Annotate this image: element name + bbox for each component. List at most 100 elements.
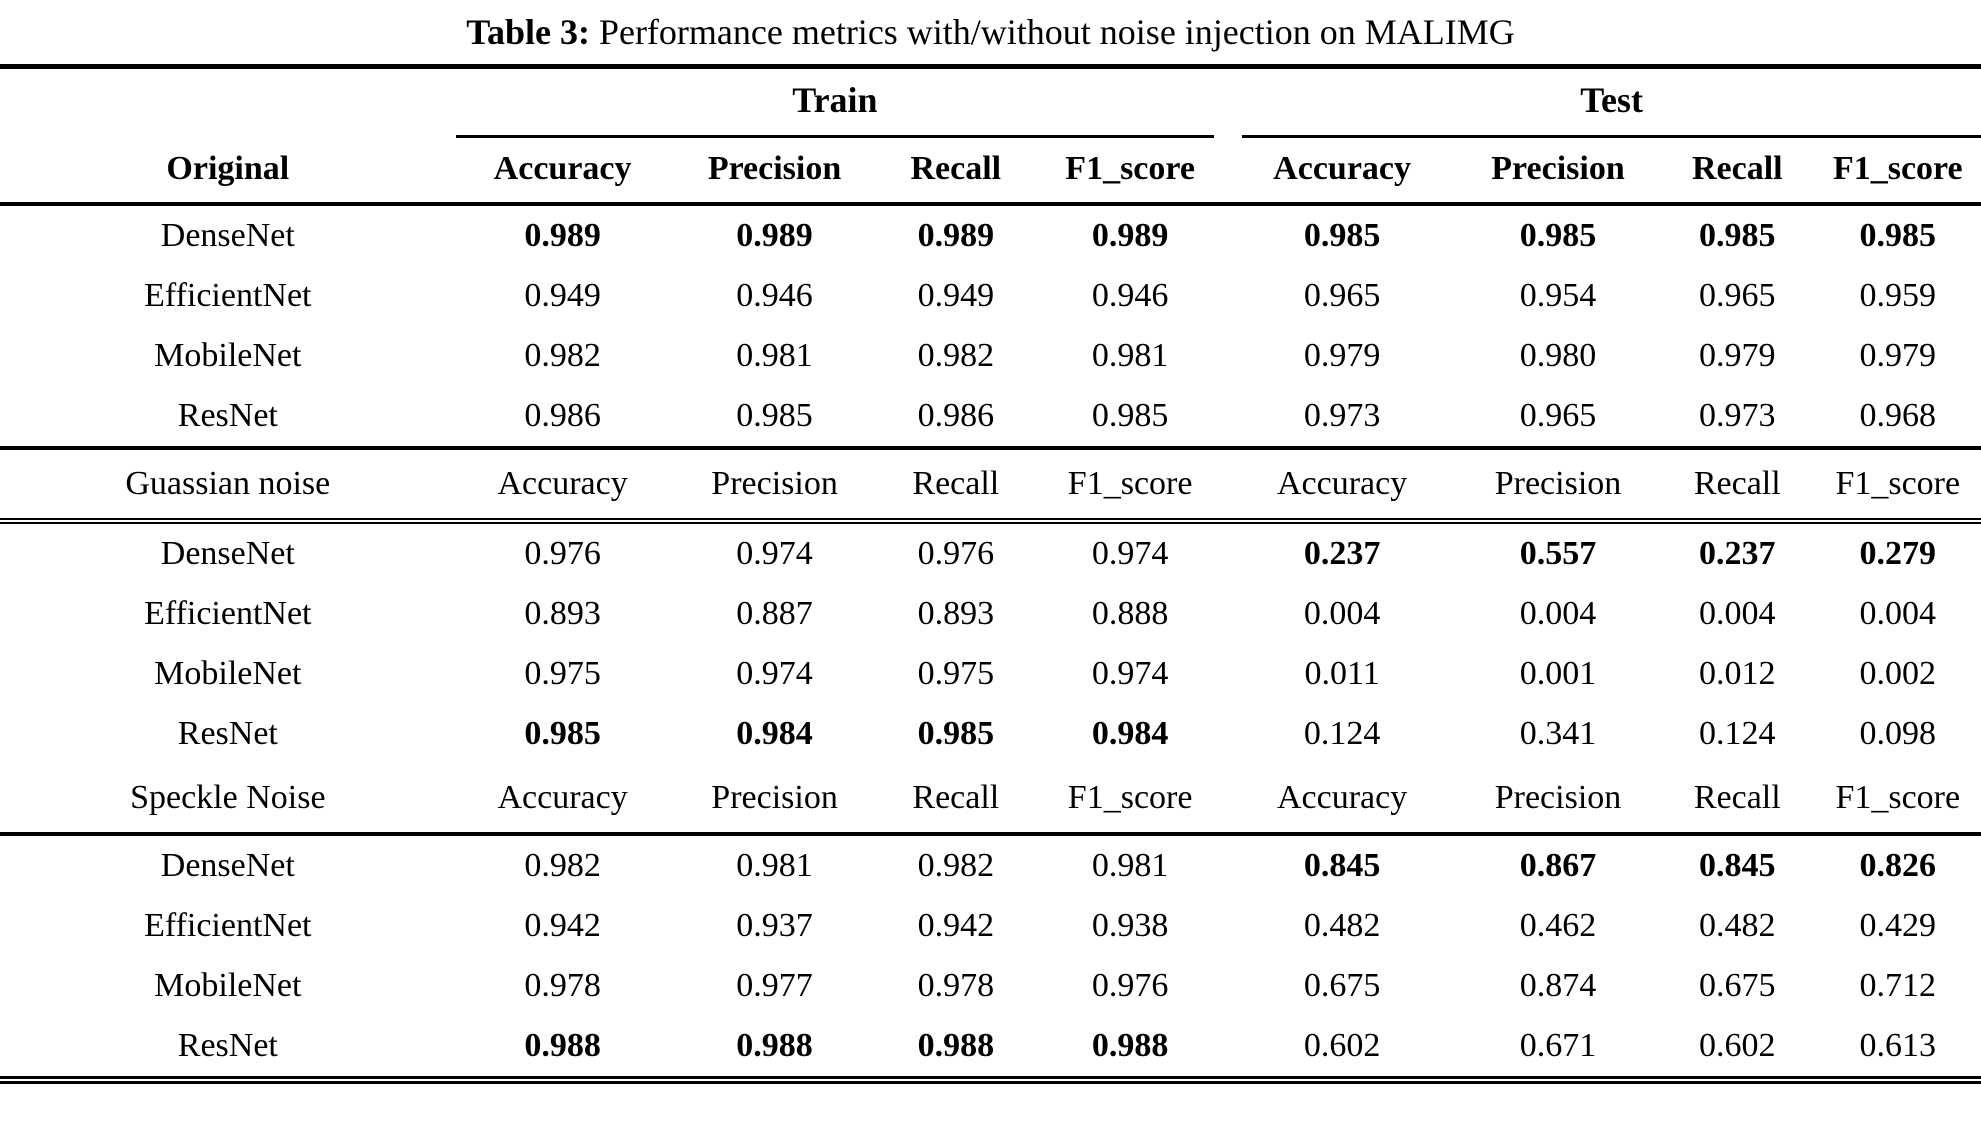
- section-metric-header-cell: Recall: [1660, 764, 1815, 836]
- section-0: DenseNet 0.989 0.989 0.989 0.989 0.985 0.985 0.…: [0, 204, 1981, 448]
- metric-value-cell: 0.985: [1519, 217, 1597, 254]
- metric-value-cell: 0.004: [1519, 595, 1597, 632]
- metric-value-cell: 0.980: [1519, 337, 1597, 374]
- metric-value-cell: 0.978: [524, 967, 601, 1004]
- caption-text: Performance metrics with/without noise i…: [589, 12, 1515, 52]
- metric-value-cell: 0.976: [524, 535, 601, 572]
- section-label-cell: Guassian noise: [0, 446, 456, 524]
- metric-value-cell: 0.985: [1859, 217, 1937, 254]
- section-metric-header-cell: Accuracy: [1228, 446, 1456, 524]
- metric-value-cell: 0.989: [1091, 217, 1169, 254]
- metric-value-cell: 0.988: [917, 1027, 995, 1064]
- metric-value-cell: 0.675: [1699, 967, 1776, 1004]
- section-metric-header-cell: Recall: [1660, 446, 1815, 524]
- metric-value-cell: 0.867: [1519, 847, 1597, 884]
- metric-value-cell: 0.826: [1859, 847, 1937, 884]
- corner-cell: [0, 67, 456, 139]
- metric-value-cell: 0.845: [1303, 847, 1381, 884]
- metric-value-cell: 0.965: [1303, 277, 1381, 314]
- metric-value-cell: 0.949: [524, 277, 601, 314]
- metric-value-cell: 0.988: [1091, 1027, 1169, 1064]
- metric-value-cell: 0.974: [736, 655, 813, 692]
- metric-value-cell: 0.124: [1699, 715, 1776, 752]
- model-name-cell: MobileNet: [154, 337, 302, 374]
- model-name-cell: DenseNet: [160, 535, 295, 572]
- caption-label: Table 3:: [466, 12, 590, 52]
- metric-value-cell: 0.613: [1859, 1027, 1937, 1064]
- metric-value-cell: 0.124: [1303, 715, 1381, 752]
- section-header-row: Guassian noise Accuracy Precision Recall F1_…: [0, 446, 1981, 524]
- data-row: EfficientNet 0.949 0.946 0.949 0.946 0.965 0.9…: [0, 266, 1981, 326]
- model-name-cell: EfficientNet: [144, 277, 312, 314]
- metric-value-cell: 0.004: [1303, 595, 1381, 632]
- metric-value-cell: 0.968: [1859, 397, 1937, 434]
- metric-value-cell: 0.893: [917, 595, 995, 632]
- metric-value-cell: 0.988: [736, 1027, 813, 1064]
- test-group-label: Test: [1242, 79, 1981, 138]
- model-name-cell: ResNet: [177, 397, 278, 434]
- metric-value-cell: 0.982: [917, 847, 995, 884]
- metric-value-cell: 0.989: [524, 217, 601, 254]
- metric-value-cell: 0.012: [1699, 655, 1776, 692]
- column-header-train-accuracy: Accuracy: [455, 138, 670, 206]
- metric-value-cell: 0.893: [524, 595, 601, 632]
- metric-value-cell: 0.985: [1699, 217, 1776, 254]
- metric-value-cell: 0.887: [736, 595, 813, 632]
- metric-value-cell: 0.938: [1091, 907, 1169, 944]
- metric-value-cell: 0.671: [1519, 1027, 1597, 1064]
- metric-value-cell: 0.002: [1859, 655, 1937, 692]
- section-metric-header-cell: Precision: [669, 446, 880, 524]
- column-header-train-recall: Recall: [879, 138, 1033, 206]
- metric-value-cell: 0.979: [1303, 337, 1381, 374]
- metric-value-cell: 0.981: [736, 337, 813, 374]
- metric-value-cell: 0.989: [917, 217, 995, 254]
- metric-value-cell: 0.985: [524, 715, 601, 752]
- section-metric-header-cell: Recall: [879, 764, 1033, 836]
- data-row: MobileNet 0.975 0.974 0.975 0.974 0.011 0.001 0…: [0, 644, 1981, 704]
- metric-value-cell: 0.237: [1699, 535, 1776, 572]
- metric-value-cell: 0.011: [1304, 655, 1380, 692]
- metric-value-cell: 0.982: [524, 847, 601, 884]
- model-name-cell: MobileNet: [154, 967, 302, 1004]
- test-group-header: Test: [1228, 67, 1981, 138]
- metric-value-cell: 0.988: [524, 1027, 601, 1064]
- section-1: Guassian noise Accuracy Precision Recall F1_…: [0, 446, 1981, 764]
- metric-value-cell: 0.975: [524, 655, 601, 692]
- metric-value-cell: 0.981: [1091, 847, 1169, 884]
- metric-value-cell: 0.098: [1859, 715, 1937, 752]
- metric-value-cell: 0.482: [1303, 907, 1381, 944]
- model-name-cell: ResNet: [177, 715, 278, 752]
- table-caption: Table 3: Performance metrics with/withou…: [0, 0, 1981, 64]
- metric-value-cell: 0.985: [736, 397, 813, 434]
- model-name-cell: DenseNet: [160, 217, 295, 254]
- metric-value-cell: 0.937: [736, 907, 813, 944]
- column-header-test-f1-score: F1_score: [1814, 138, 1981, 206]
- data-row: MobileNet 0.978 0.977 0.978 0.976 0.675 0.874 0…: [0, 956, 1981, 1016]
- train-group-label: Train: [455, 79, 1215, 138]
- data-row: EfficientNet 0.942 0.937 0.942 0.938 0.482 0.4…: [0, 896, 1981, 956]
- group-header-row: Train Test: [0, 67, 1981, 139]
- data-row: ResNet 0.985 0.984 0.985 0.984 0.124 0.341 0.12…: [0, 704, 1981, 764]
- metric-value-cell: 0.985: [1303, 217, 1381, 254]
- metric-value-cell: 0.888: [1091, 595, 1169, 632]
- metric-value-cell: 0.874: [1519, 967, 1597, 1004]
- metric-value-cell: 0.973: [1699, 397, 1776, 434]
- data-row: MobileNet 0.982 0.981 0.982 0.981 0.979 0.980 0…: [0, 326, 1981, 386]
- metric-value-cell: 0.974: [1091, 535, 1169, 572]
- metric-value-cell: 0.429: [1859, 907, 1937, 944]
- section-metric-header-cell: Precision: [1456, 764, 1661, 836]
- section-metric-header-cell: Recall: [879, 446, 1033, 524]
- metric-value-cell: 0.984: [736, 715, 813, 752]
- metric-value-cell: 0.942: [524, 907, 601, 944]
- metric-value-cell: 0.965: [1519, 397, 1597, 434]
- model-name-cell: MobileNet: [154, 655, 302, 692]
- train-group-header: Train: [455, 67, 1229, 138]
- metric-value-cell: 0.979: [1859, 337, 1937, 374]
- data-row: DenseNet 0.976 0.974 0.976 0.974 0.237 0.557 0.…: [0, 521, 1981, 584]
- metric-value-cell: 0.001: [1519, 655, 1597, 692]
- section-header-row: Speckle Noise Accuracy Precision Recall F1_s…: [0, 764, 1981, 836]
- metric-value-cell: 0.974: [1091, 655, 1169, 692]
- metric-value-cell: 0.712: [1859, 967, 1937, 1004]
- metric-value-cell: 0.975: [917, 655, 995, 692]
